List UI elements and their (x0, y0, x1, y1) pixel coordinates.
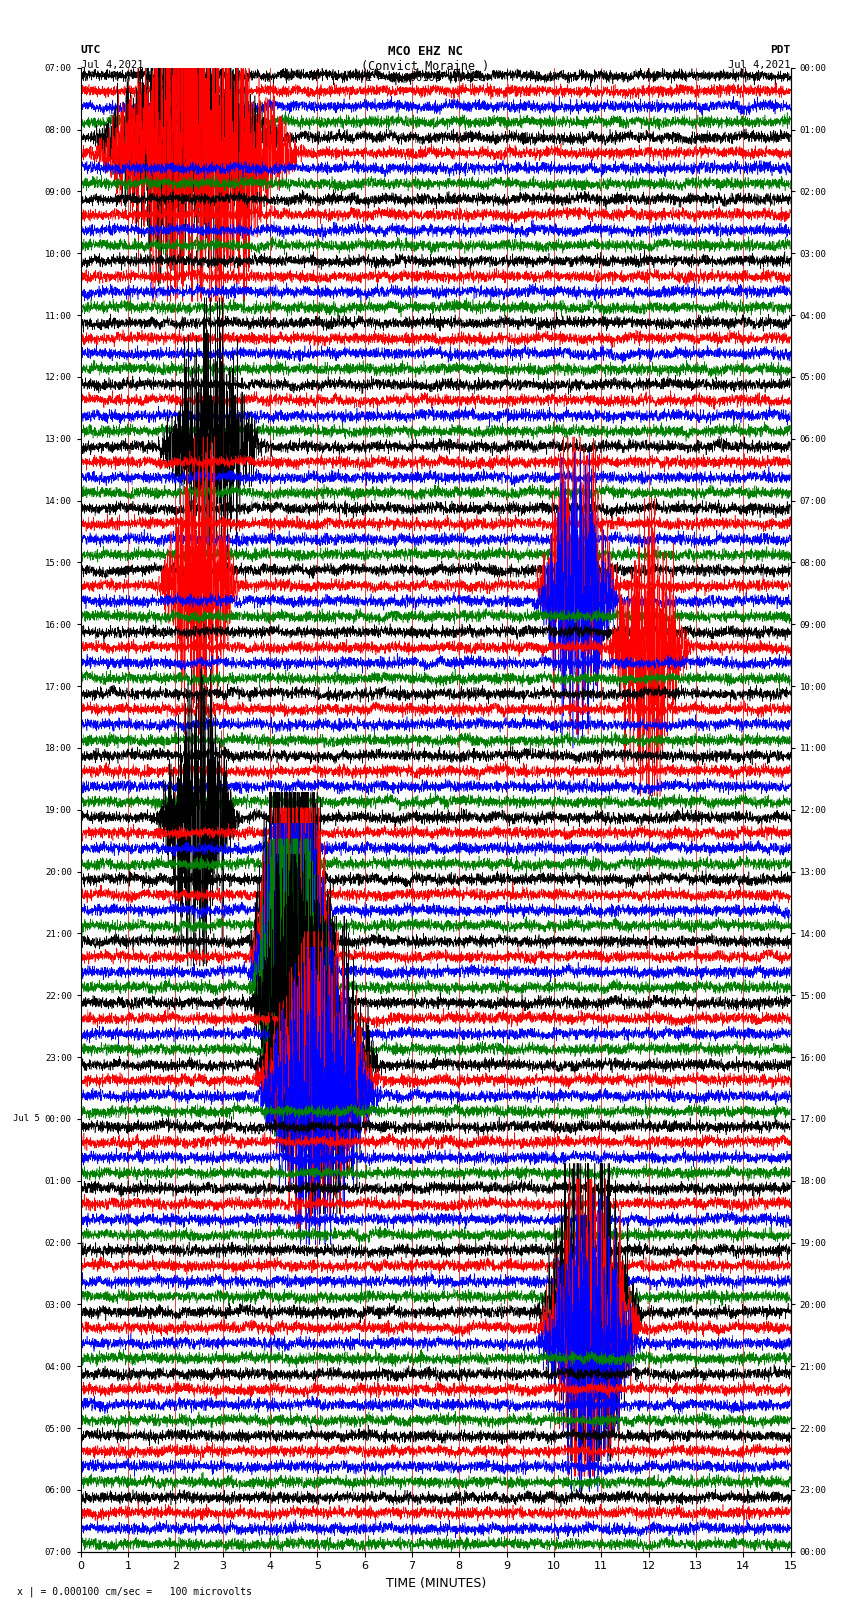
Text: (Convict Moraine ): (Convict Moraine ) (361, 60, 489, 73)
Text: UTC: UTC (81, 45, 101, 55)
Text: Jul 4,2021: Jul 4,2021 (728, 60, 791, 69)
Text: MCO EHZ NC: MCO EHZ NC (388, 45, 462, 58)
Text: I = 0.000100 cm/sec: I = 0.000100 cm/sec (366, 73, 484, 82)
Text: Jul 5: Jul 5 (13, 1115, 40, 1123)
Text: x | = 0.000100 cm/sec =   100 microvolts: x | = 0.000100 cm/sec = 100 microvolts (17, 1586, 252, 1597)
X-axis label: TIME (MINUTES): TIME (MINUTES) (386, 1578, 485, 1590)
Text: PDT: PDT (770, 45, 790, 55)
Text: Jul 4,2021: Jul 4,2021 (81, 60, 144, 69)
